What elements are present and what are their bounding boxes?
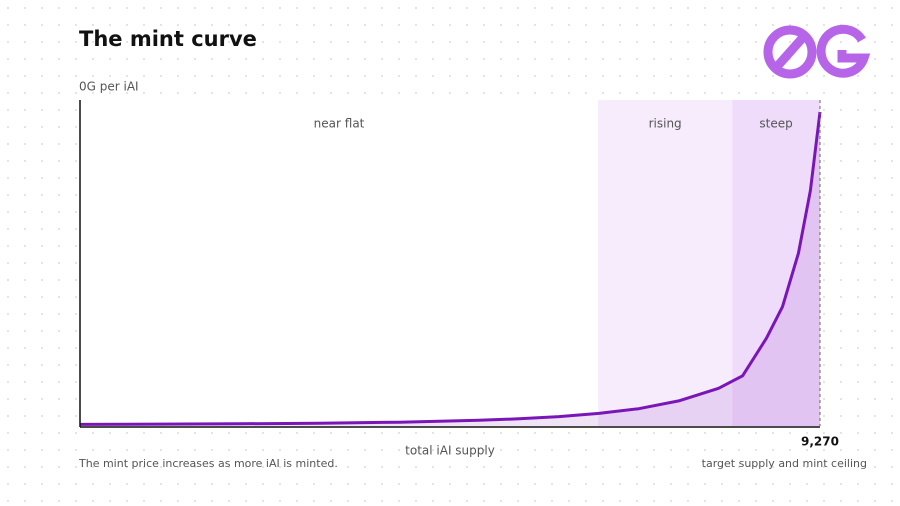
region-label: near flat bbox=[314, 117, 365, 131]
chart-title: The mint curve bbox=[79, 27, 257, 51]
region-label: steep bbox=[759, 117, 792, 131]
area bbox=[80, 112, 820, 426]
curve bbox=[79, 111, 822, 426]
x-axis-label: total iAI supply bbox=[405, 444, 495, 458]
plot: near flat rising steep 9,270 bbox=[79, 100, 839, 449]
logo bbox=[763, 24, 871, 79]
region-label: rising bbox=[649, 117, 682, 131]
region bbox=[80, 100, 599, 426]
ceiling-note: target supply and mint ceiling bbox=[702, 457, 867, 470]
footnote: The mint price increases as more iAI is … bbox=[78, 457, 338, 470]
region bbox=[598, 100, 733, 426]
x-tick-label: 9,270 bbox=[801, 435, 839, 449]
y-axis-label: 0G per iAI bbox=[79, 80, 139, 94]
